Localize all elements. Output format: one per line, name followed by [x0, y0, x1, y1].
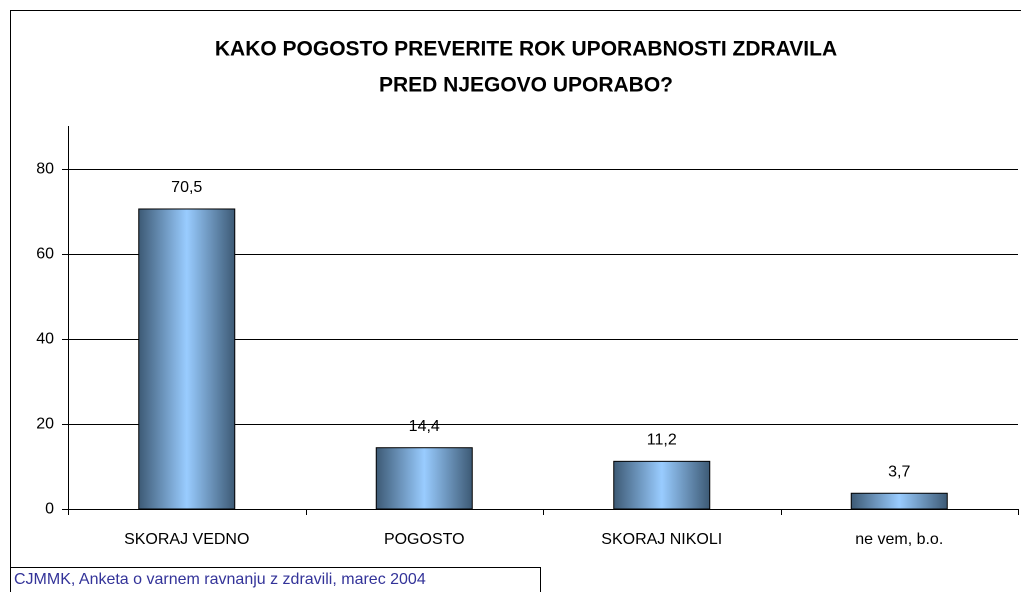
x-tick-label: POGOSTO	[384, 531, 465, 548]
x-tick-label: ne vem, b.o.	[855, 531, 943, 548]
y-tick-label: 80	[36, 161, 54, 178]
y-tick-label: 0	[45, 501, 54, 518]
data-label: 70,5	[171, 179, 202, 196]
x-tick-label: SKORAJ NIKOLI	[601, 531, 722, 548]
chart-border	[10, 10, 1021, 592]
source-note: CJMMK, Anketa o varnem ravnanju z zdravi…	[14, 571, 426, 588]
x-tick-label: SKORAJ VEDNO	[124, 531, 249, 548]
y-tick-label: 20	[36, 416, 54, 433]
data-label: 14,4	[409, 418, 440, 435]
data-label: 11,2	[647, 432, 677, 449]
source-box	[10, 567, 541, 592]
bar	[850, 492, 948, 510]
chart-title: KAKO POGOSTO PREVERITE ROK UPORABNOSTI Z…	[215, 38, 837, 61]
bar	[138, 208, 236, 510]
chart-title: PRED NJEGOVO UPORABO?	[379, 74, 673, 97]
bar	[375, 447, 473, 510]
y-tick-label: 60	[36, 246, 54, 263]
y-tick-label: 40	[36, 331, 54, 348]
data-label: 3,7	[888, 463, 910, 480]
bar	[613, 460, 711, 510]
